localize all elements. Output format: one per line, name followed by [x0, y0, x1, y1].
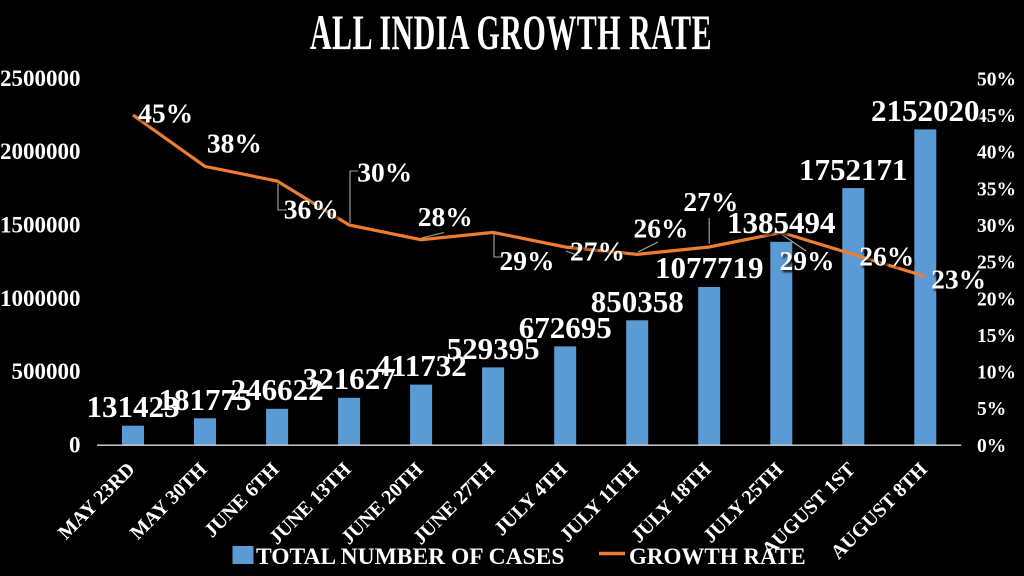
- svg-text:30%: 30%: [357, 156, 412, 187]
- svg-text:TOTAL NUMBER OF CASES: TOTAL NUMBER OF CASES: [256, 544, 564, 570]
- svg-text:26%: 26%: [859, 240, 914, 271]
- svg-text:672695: 672695: [519, 310, 612, 345]
- svg-text:ALL INDIA GROWTH RATE: ALL INDIA GROWTH RATE: [310, 5, 712, 59]
- svg-text:30%: 30%: [977, 216, 1016, 237]
- svg-text:2000000: 2000000: [0, 139, 81, 164]
- svg-text:23%: 23%: [931, 263, 986, 294]
- svg-text:26%: 26%: [634, 213, 689, 244]
- svg-text:1000000: 1000000: [0, 286, 81, 311]
- svg-text:5%: 5%: [977, 399, 1006, 420]
- svg-text:529395: 529395: [447, 331, 540, 366]
- svg-text:181775: 181775: [159, 382, 252, 417]
- svg-text:850358: 850358: [591, 284, 684, 319]
- svg-text:20%: 20%: [977, 289, 1016, 310]
- svg-text:29%: 29%: [780, 245, 835, 276]
- svg-text:27%: 27%: [683, 186, 738, 217]
- svg-text:0%: 0%: [977, 436, 1006, 457]
- svg-text:321627: 321627: [303, 361, 396, 396]
- svg-text:25%: 25%: [977, 253, 1016, 274]
- svg-text:15%: 15%: [977, 326, 1016, 347]
- svg-text:45%: 45%: [138, 98, 193, 129]
- svg-text:246622: 246622: [231, 372, 324, 407]
- svg-text:27%: 27%: [570, 236, 625, 267]
- svg-text:38%: 38%: [207, 128, 262, 159]
- svg-text:28%: 28%: [418, 201, 473, 232]
- svg-text:1077719: 1077719: [655, 250, 764, 285]
- svg-text:10%: 10%: [977, 363, 1016, 384]
- svg-text:1752171: 1752171: [799, 152, 908, 187]
- svg-text:1385494: 1385494: [727, 205, 836, 240]
- svg-text:50%: 50%: [977, 69, 1016, 90]
- svg-text:500000: 500000: [12, 359, 81, 384]
- svg-text:29%: 29%: [500, 245, 555, 276]
- svg-text:45%: 45%: [977, 106, 1016, 127]
- svg-text:36%: 36%: [284, 193, 339, 224]
- svg-text:2500000: 2500000: [0, 66, 81, 91]
- svg-text:411732: 411732: [375, 348, 466, 383]
- svg-text:40%: 40%: [977, 143, 1016, 164]
- svg-text:1500000: 1500000: [0, 213, 81, 238]
- svg-text:2152020: 2152020: [871, 93, 980, 128]
- svg-text:GROWTH RATE: GROWTH RATE: [629, 544, 806, 569]
- svg-text:0: 0: [69, 432, 81, 457]
- svg-text:131423: 131423: [87, 389, 180, 424]
- svg-text:35%: 35%: [977, 179, 1016, 200]
